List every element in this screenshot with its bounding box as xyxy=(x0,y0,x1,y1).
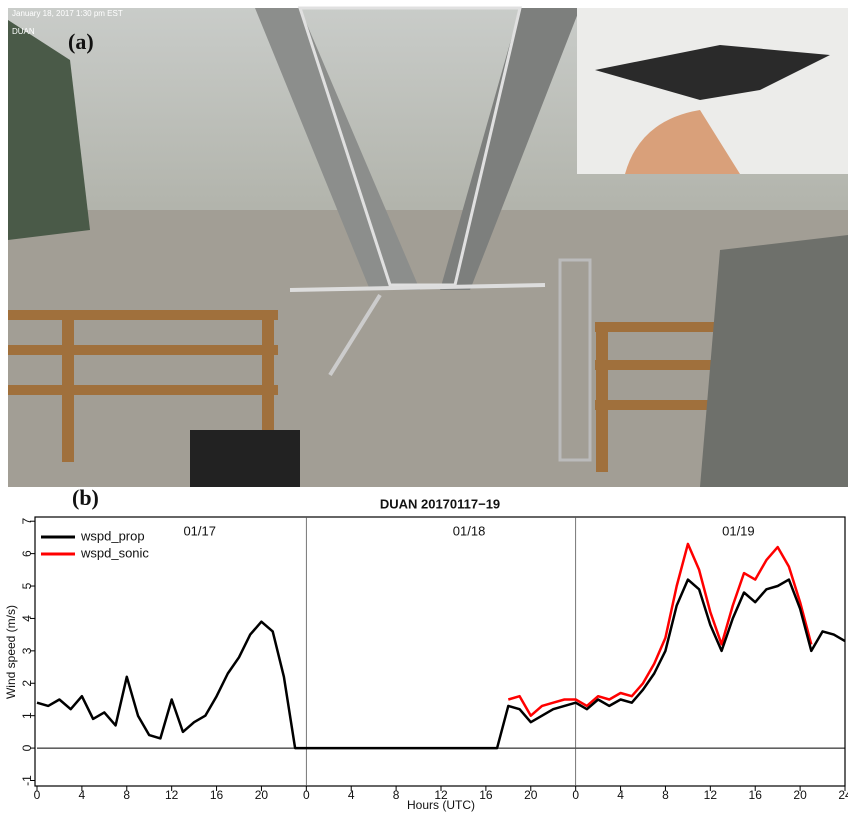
gate xyxy=(558,258,592,462)
tower-leg xyxy=(440,8,580,290)
fence-left xyxy=(8,310,278,462)
y-tick-label: 1 xyxy=(20,712,34,719)
x-tick-label: 16 xyxy=(210,788,224,802)
photo: January 18, 2017 1:30 pm EST DUAN (a) xyxy=(8,6,848,487)
sensor-arm xyxy=(328,293,382,377)
chart-title: DUAN 20170117−19 xyxy=(380,496,500,511)
x-tick-label: 8 xyxy=(123,788,130,802)
y-tick-label: 6 xyxy=(20,550,34,557)
x-tick-label: 12 xyxy=(165,788,179,802)
y-tick-label: 4 xyxy=(20,615,34,622)
x-tick-label: 12 xyxy=(704,788,718,802)
series-line xyxy=(507,542,813,717)
x-tick-label: 20 xyxy=(524,788,538,802)
y-tick-label: -1 xyxy=(20,775,34,786)
x-tick-label: 0 xyxy=(34,788,41,802)
fence-right xyxy=(595,322,715,472)
y-tick-label: 2 xyxy=(20,680,34,687)
x-tick-label: 16 xyxy=(749,788,763,802)
x-tick-label: 4 xyxy=(79,788,86,802)
x-tick-label: 8 xyxy=(393,788,400,802)
x-tick-label: 4 xyxy=(617,788,624,802)
day-label: 01/18 xyxy=(453,523,486,538)
x-tick-label: 16 xyxy=(479,788,493,802)
x-tick-label: 0 xyxy=(572,788,579,802)
boom xyxy=(289,283,546,292)
chart: (b) DUAN 20170117−19 Hours (UTC) Wind sp… xyxy=(4,485,848,812)
x-tick-label: 20 xyxy=(255,788,269,802)
day-label: 01/19 xyxy=(722,523,755,538)
legend-label: wspd_prop xyxy=(80,528,145,543)
x-axis-label: Hours (UTC) xyxy=(407,798,475,812)
propeller-vane xyxy=(595,45,830,100)
timestamp: January 18, 2017 1:30 pm EST xyxy=(12,9,123,18)
y-axis-label: Wind speed (m/s) xyxy=(4,605,18,699)
x-tick-label: 20 xyxy=(793,788,807,802)
day-label: 01/17 xyxy=(183,523,216,538)
legend-label: wspd_sonic xyxy=(80,545,149,560)
station-label: DUAN xyxy=(12,27,35,36)
tower-leg xyxy=(255,8,420,290)
panel-label: (b) xyxy=(72,485,99,510)
plot-frame xyxy=(34,516,846,787)
instrument-box xyxy=(190,430,300,487)
panel-label: (a) xyxy=(68,29,94,54)
y-tick-label: 0 xyxy=(20,744,34,751)
x-tick-label: 4 xyxy=(348,788,355,802)
snow-fence xyxy=(700,235,848,487)
x-tick-label: 8 xyxy=(662,788,669,802)
x-tick-label: 0 xyxy=(303,788,310,802)
hand xyxy=(625,110,740,174)
series-line xyxy=(36,578,846,750)
x-tick-label: 12 xyxy=(434,788,448,802)
y-tick-label: 7 xyxy=(20,518,34,525)
y-tick-label: 3 xyxy=(20,647,34,654)
x-tick-label: 24 xyxy=(838,788,848,802)
y-tick-label: 5 xyxy=(20,582,34,589)
tree xyxy=(8,20,90,240)
